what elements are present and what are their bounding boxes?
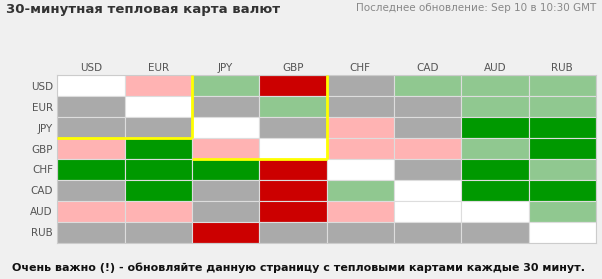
Bar	[57, 138, 125, 159]
Bar	[125, 180, 192, 201]
Bar	[57, 222, 125, 243]
Bar	[259, 117, 326, 138]
Bar	[394, 159, 461, 180]
Bar	[125, 117, 192, 138]
Bar	[57, 75, 125, 96]
Bar	[326, 180, 394, 201]
Bar	[529, 222, 596, 243]
Bar	[192, 201, 259, 222]
Bar	[461, 180, 529, 201]
Bar	[192, 138, 259, 159]
Bar	[394, 96, 461, 117]
Bar	[461, 138, 529, 159]
Bar	[529, 117, 596, 138]
Bar	[259, 138, 326, 159]
Bar	[461, 117, 529, 138]
Bar	[326, 75, 394, 96]
Bar	[259, 180, 326, 201]
Bar	[326, 117, 394, 138]
Bar	[529, 138, 596, 159]
Bar	[529, 159, 596, 180]
Bar	[125, 222, 192, 243]
Bar	[326, 138, 394, 159]
Bar	[529, 201, 596, 222]
Bar	[529, 96, 596, 117]
Bar	[57, 117, 125, 138]
Bar	[192, 75, 259, 96]
Text: Очень важно (!) - обновляйте данную страницу с тепловыми картами каждые 30 минут: Очень важно (!) - обновляйте данную стра…	[12, 263, 585, 273]
Bar	[259, 222, 326, 243]
Bar	[57, 201, 125, 222]
Bar	[461, 201, 529, 222]
Bar	[125, 75, 192, 96]
Bar	[259, 201, 326, 222]
Bar	[326, 201, 394, 222]
Bar	[394, 201, 461, 222]
Bar	[57, 180, 125, 201]
Bar	[259, 96, 326, 117]
Bar	[192, 117, 259, 138]
Bar	[394, 180, 461, 201]
Bar	[57, 159, 125, 180]
Bar	[394, 138, 461, 159]
Bar	[259, 159, 326, 180]
Text: 30-минутная тепловая карта валют: 30-минутная тепловая карта валют	[6, 3, 280, 16]
Bar	[125, 201, 192, 222]
Bar	[326, 96, 394, 117]
Bar	[394, 117, 461, 138]
Bar	[461, 75, 529, 96]
Bar	[394, 75, 461, 96]
Bar	[57, 96, 125, 117]
Bar	[461, 222, 529, 243]
Bar	[192, 180, 259, 201]
Text: Последнее обновление: Sep 10 в 10:30 GMT: Последнее обновление: Sep 10 в 10:30 GMT	[356, 3, 596, 13]
Bar	[461, 96, 529, 117]
Bar	[529, 180, 596, 201]
Bar	[192, 222, 259, 243]
Bar	[326, 222, 394, 243]
Bar	[326, 159, 394, 180]
Bar	[192, 96, 259, 117]
Bar	[125, 159, 192, 180]
Bar	[125, 96, 192, 117]
Bar	[125, 138, 192, 159]
Bar	[192, 159, 259, 180]
Bar	[394, 222, 461, 243]
Bar	[529, 75, 596, 96]
Bar	[461, 159, 529, 180]
Bar	[259, 75, 326, 96]
